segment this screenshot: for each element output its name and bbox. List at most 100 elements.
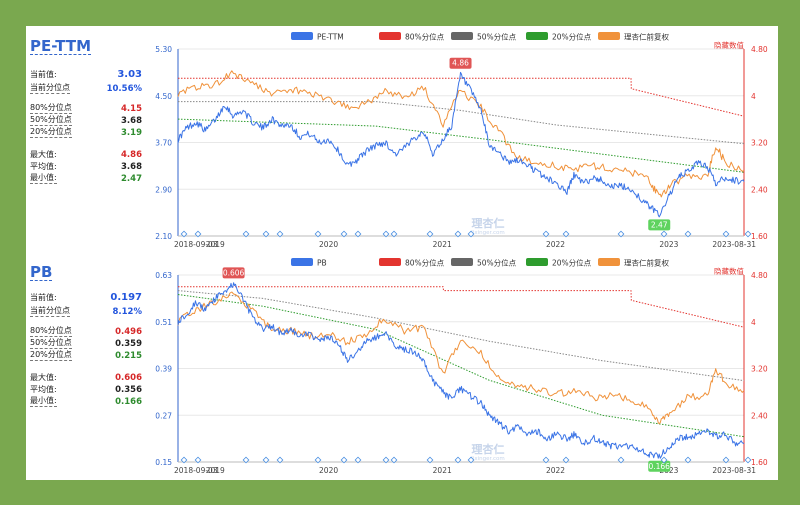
- y-right-tick-label: 1.60: [751, 232, 768, 241]
- stat-value: 8.12%: [112, 307, 143, 317]
- event-marker: [194, 456, 202, 464]
- event-marker: [390, 456, 398, 464]
- legend-label: 80%分位点: [405, 258, 445, 268]
- max-marker-label: 4.86: [452, 59, 469, 68]
- x-tick-label: 2022: [546, 240, 565, 249]
- event-marker: [542, 456, 550, 464]
- legend-label: PB: [317, 259, 327, 268]
- hidden-values-toggle[interactable]: 隐藏数值: [714, 40, 744, 50]
- event-marker: [314, 456, 322, 464]
- event-marker: [454, 456, 462, 464]
- min-marker: 2.47: [648, 219, 671, 231]
- stat-label: 最大值:: [30, 373, 57, 382]
- x-tick-label: 2019: [206, 466, 225, 475]
- main-series-line: [177, 282, 745, 459]
- stat-row: 最小值: 2.47: [30, 173, 142, 185]
- min-marker-label: 0.166: [648, 462, 670, 471]
- event-marker: [242, 230, 250, 238]
- stat-label: 当前分位点: [30, 83, 70, 94]
- stat-value: 3.19: [121, 128, 142, 138]
- y-right-tick-label: 4.80: [751, 45, 768, 54]
- legend-swatch: [379, 32, 401, 40]
- stat-value: 0.197: [110, 292, 142, 303]
- legend-label: 50%分位点: [477, 32, 517, 42]
- y-left-tick-label: 0.27: [155, 411, 172, 420]
- stat-label: 平均值:: [30, 385, 57, 394]
- min-marker-bg: [648, 219, 671, 231]
- pb-title: PB: [30, 263, 53, 281]
- legend-label: 理杏仁前复权: [624, 258, 669, 268]
- stat-value: 2.47: [121, 174, 142, 184]
- event-marker: [722, 230, 730, 238]
- min-marker-label: 2.47: [651, 220, 668, 229]
- legend-item: 50%分位点: [451, 32, 517, 42]
- y-left-tick-label: 0.15: [155, 458, 172, 467]
- event-marker: [684, 230, 692, 238]
- stat-label: 50%分位点: [30, 338, 72, 349]
- legend-swatch: [379, 258, 401, 266]
- max-marker-label: 0.606: [223, 268, 245, 277]
- stat-value: 0.496: [115, 327, 142, 337]
- event-marker: [390, 230, 398, 238]
- y-right-tick-label: 4.80: [751, 271, 768, 280]
- event-marker: [180, 230, 188, 238]
- event-marker: [426, 456, 434, 464]
- legend-swatch: [291, 258, 313, 266]
- stat-label: 80%分位点: [30, 326, 72, 337]
- stat-label: 20%分位点: [30, 350, 72, 361]
- event-marker: [194, 230, 202, 238]
- y-left-tick-label: 2.90: [155, 185, 172, 194]
- stat-row: 20%分位点 0.215: [30, 350, 142, 362]
- x-tick-label: 2018-09-03: [174, 466, 218, 475]
- p80-line: [178, 286, 745, 328]
- x-tick-label: 2023-08-31: [712, 466, 756, 475]
- y-right-tick-label: 3.20: [751, 139, 768, 148]
- stat-value: 10.56%: [106, 84, 142, 94]
- legend-item: PE-TTM: [291, 32, 344, 42]
- event-marker: [744, 456, 752, 464]
- stat-row: 最大值: 0.606: [30, 372, 142, 384]
- legend-swatch: [451, 258, 473, 266]
- legend-label: PE-TTM: [317, 33, 344, 42]
- y-left-tick-label: 5.30: [155, 45, 172, 54]
- event-marker: [722, 456, 730, 464]
- y-left-tick-label: 2.10: [155, 232, 172, 241]
- legend-label: 50%分位点: [477, 258, 517, 268]
- event-marker: [382, 456, 390, 464]
- event-marker: [660, 456, 668, 464]
- event-marker: [467, 456, 475, 464]
- event-marker: [314, 230, 322, 238]
- legend-swatch: [598, 258, 620, 266]
- event-marker: [562, 456, 570, 464]
- stat-label: 当前分位点: [30, 306, 70, 317]
- y-right-tick-label: 3.20: [751, 365, 768, 374]
- p80-line: [178, 77, 745, 117]
- event-marker: [562, 230, 570, 238]
- legend-swatch: [526, 258, 548, 266]
- p20-line: [177, 118, 745, 173]
- stat-label: 50%分位点: [30, 115, 72, 126]
- min-marker-bg: [648, 460, 671, 472]
- legend-item: 20%分位点: [526, 32, 592, 42]
- y-left-tick-label: 4.50: [155, 92, 172, 101]
- event-marker: [340, 230, 348, 238]
- stat-label: 最小值:: [30, 173, 57, 184]
- y-right-tick-label: 4: [751, 318, 756, 327]
- hidden-values-toggle[interactable]: 隐藏数值: [714, 266, 744, 276]
- y-left-tick-label: 0.51: [155, 318, 172, 327]
- max-marker-bg: [222, 267, 245, 279]
- stat-row: 当前值: 0.197: [30, 292, 142, 304]
- legend-label: 20%分位点: [552, 32, 592, 42]
- stat-value: 3.03: [117, 69, 142, 80]
- stat-value: 4.86: [121, 150, 142, 160]
- legend-swatch: [451, 32, 473, 40]
- legend-label: 理杏仁前复权: [624, 32, 669, 42]
- price-line: [177, 291, 745, 425]
- stat-value: 0.215: [115, 351, 142, 361]
- event-marker: [744, 230, 752, 238]
- event-marker: [467, 230, 475, 238]
- event-marker: [426, 230, 434, 238]
- stat-row: 80%分位点 4.15: [30, 103, 142, 115]
- stat-label: 最大值:: [30, 150, 57, 159]
